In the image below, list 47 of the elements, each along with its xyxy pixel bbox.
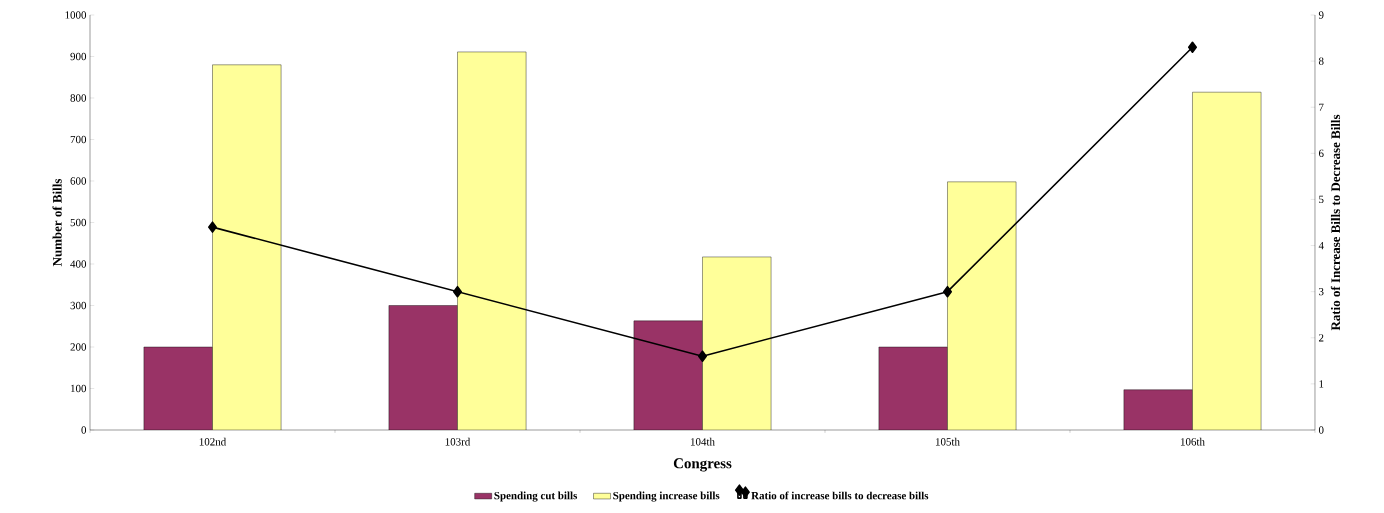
x-tick-label: 105th (935, 437, 960, 446)
bar (633, 320, 703, 430)
bar (143, 347, 213, 430)
y-tick-label: 900 (70, 52, 87, 61)
y2-tick-label: 5 (1319, 195, 1324, 204)
x-tick-label: 106th (1180, 437, 1205, 446)
point (697, 350, 708, 362)
bar (212, 64, 282, 430)
y2-axis-title: Ratio of Increase Bills to Decrease Bills (1330, 114, 1341, 331)
bar (1192, 91, 1262, 430)
point (1187, 41, 1198, 54)
legend-label: Spending cut bills (494, 491, 578, 502)
bar (878, 347, 948, 430)
y-tick-label: 400 (70, 260, 87, 268)
point (942, 285, 953, 298)
y2-tick-label: 4 (1318, 241, 1324, 250)
x-tick-label: 102nd (199, 437, 227, 446)
legend-label: Spending increase bills (613, 491, 720, 502)
x-tick-label: 103rd (445, 437, 471, 446)
bar (1123, 389, 1193, 430)
y2-tick-label: 7 (1319, 103, 1324, 111)
x-axis-title: Congress (673, 458, 732, 472)
bar (388, 305, 458, 430)
y2-tick-label: 2 (1318, 334, 1324, 342)
y-tick-label: 1000 (65, 11, 87, 19)
y-tick-label: 100 (71, 384, 87, 393)
bar (457, 51, 527, 430)
y2-tick-label: 3 (1319, 287, 1324, 296)
y-tick-label: 500 (70, 218, 87, 227)
y-tick-label: 600 (70, 177, 87, 185)
y-axis-title: Number of Bills (52, 178, 62, 267)
y-tick-label: 800 (70, 94, 87, 102)
y-tick-label: 700 (70, 135, 87, 144)
y-tick-label: 0 (81, 426, 87, 434)
bar (947, 181, 1017, 430)
y2-tick-label: 8 (1318, 57, 1324, 65)
y-tick-label: 200 (70, 343, 87, 351)
y2-tick-label: 6 (1318, 149, 1324, 158)
y2-tick-label: 0 (1318, 426, 1324, 434)
y-tick-label: 300 (70, 301, 87, 310)
legend-label: Ratio of increase bills to decrease bills (751, 491, 929, 500)
point (207, 221, 218, 233)
y2-tick-label: 1 (1319, 380, 1324, 388)
point (452, 285, 463, 298)
x-tick-label: 104th (690, 437, 715, 446)
bar (702, 256, 772, 430)
y2-tick-label: 9 (1318, 11, 1324, 19)
